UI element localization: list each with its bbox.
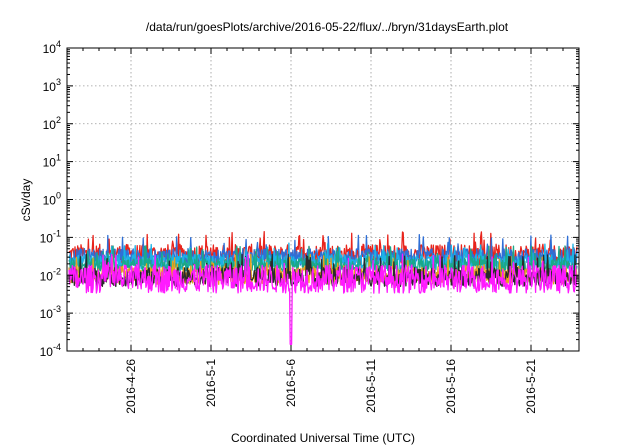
x-tick-label: 2016-5-6 xyxy=(284,359,298,407)
chart-title: /data/run/goesPlots/archive/2016-05-22/f… xyxy=(146,20,509,34)
grid xyxy=(67,48,579,351)
y-tick-label: 10-3 xyxy=(40,304,61,321)
y-tick-label: 10-1 xyxy=(40,228,61,245)
y-tick-label: 10-4 xyxy=(40,342,61,359)
x-tick-label: 2016-4-26 xyxy=(124,359,138,414)
x-axis: 2016-4-26 2016-5-1 2016-5-6 2016-5-11 2016-5… xyxy=(66,48,580,414)
y-tick-label: 101 xyxy=(43,153,61,170)
y-tick-label: 100 xyxy=(43,191,61,208)
y-tick-label: 102 xyxy=(43,115,61,132)
x-tick-label: 2016-5-21 xyxy=(524,359,538,414)
x-tick-label: 2016-5-16 xyxy=(444,359,458,414)
y-tick-label: 104 xyxy=(43,39,61,56)
series-group xyxy=(68,231,578,345)
y-axis: 10-4 10-3 10-2 10-1 100 101 102 103 104 xyxy=(40,39,579,359)
x-tick-label: 2016-5-11 xyxy=(364,359,378,413)
y-tick-label: 103 xyxy=(43,77,61,94)
x-axis-label: Coordinated Universal Time (UTC) xyxy=(231,431,415,445)
y-axis-label: cSv/day xyxy=(19,179,33,222)
y-tick-label: 10-2 xyxy=(40,266,61,283)
x-tick-label: 2016-5-1 xyxy=(204,359,218,407)
series-line-7 xyxy=(68,253,578,345)
